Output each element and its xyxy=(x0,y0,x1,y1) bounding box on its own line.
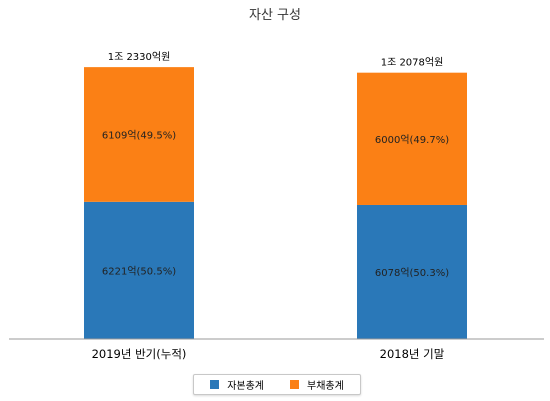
category-label-2019-half: 2019년 반기(누적) xyxy=(92,347,187,361)
legend-item-liabilities[interactable]: 부채총계 xyxy=(290,377,344,392)
legend-swatch-equity xyxy=(210,380,220,389)
legend-label-equity: 자본총계 xyxy=(227,381,264,392)
bars-group: 6221억(50.5%) 6109억(49.5%) 1조 2330억원 6078억(5… xyxy=(84,51,467,339)
data-label-equity-2019-half: 6221억(50.5%) xyxy=(102,265,176,277)
legend-item-equity[interactable]: 자본총계 xyxy=(210,377,264,392)
chart-title: 자산 구성 xyxy=(249,8,301,23)
bar-equity-2018-end[interactable] xyxy=(357,204,467,339)
bar-equity-2019-half[interactable] xyxy=(84,201,194,339)
category-labels: 2019년 반기(누적) 2018년 기말 xyxy=(92,347,445,361)
bar-liabilities-2019-half[interactable] xyxy=(84,67,194,202)
data-label-liabilities-2018-end: 6000억(49.7%) xyxy=(375,134,449,146)
bar-liabilities-2018-end[interactable] xyxy=(357,72,467,205)
total-label-2018-end: 1조 2078억원 xyxy=(381,57,444,69)
legend: 자본총계 부채총계 xyxy=(193,374,361,395)
data-label-equity-2018-end: 6078억(50.3%) xyxy=(375,267,449,279)
total-label-2019-half: 1조 2330억원 xyxy=(108,51,171,63)
category-label-2018-end: 2018년 기말 xyxy=(380,347,445,361)
legend-label-liabilities: 부채총계 xyxy=(307,381,344,392)
data-label-liabilities-2019-half: 6109억(49.5%) xyxy=(102,129,176,141)
legend-swatch-liabilities xyxy=(290,380,299,389)
